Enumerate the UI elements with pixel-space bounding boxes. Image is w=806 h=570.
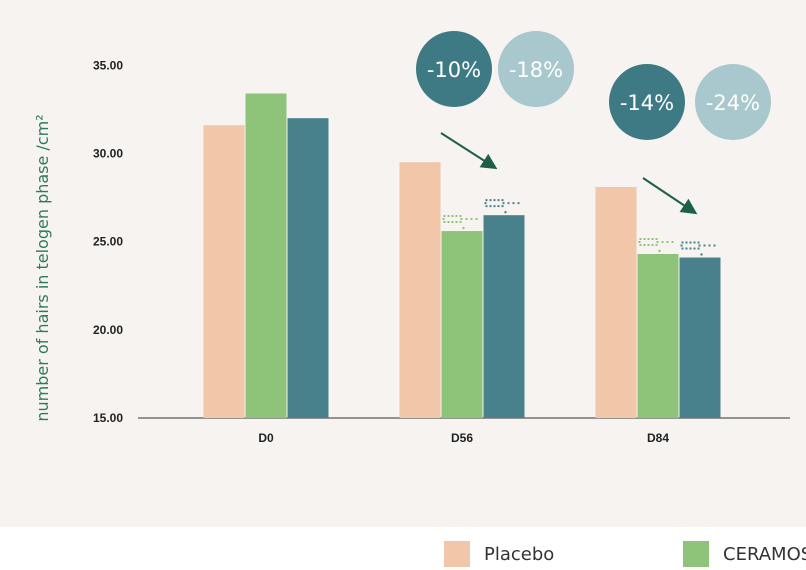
- significance-marker: [484, 199, 505, 208]
- y-tick-label: 15.00: [93, 411, 123, 425]
- significance-marker: [638, 237, 659, 246]
- trend-arrow: [440, 132, 498, 170]
- bar: [483, 215, 525, 418]
- percentage-bubble: [416, 31, 492, 107]
- significance-marker: [442, 215, 463, 224]
- legend-item-placebo: Placebo: [444, 540, 554, 568]
- trend-arrows: [440, 132, 698, 215]
- percentage-bubble: [695, 64, 771, 140]
- bar: [399, 162, 441, 418]
- significance-dot: [700, 253, 703, 256]
- legend-swatch-placebo: [444, 541, 470, 567]
- y-tick-label: 35.00: [93, 58, 123, 72]
- legend-swatch-ceramosides: [683, 541, 709, 567]
- y-tick-label: 25.00: [93, 235, 123, 249]
- x-tick-labels: D0 D56 D84: [258, 431, 669, 445]
- y-axis-label: number of hairs in telogen phase /cm²: [33, 114, 52, 421]
- significance-dot: [462, 226, 465, 230]
- bar: [203, 125, 245, 419]
- y-tick-label: 30.00: [93, 146, 123, 160]
- bar: [441, 231, 483, 418]
- x-tick-label: D0: [258, 431, 274, 445]
- significance-dot: [658, 249, 661, 253]
- legend-label-ceramosides: CERAMOS: [723, 543, 806, 565]
- legend-label-placebo: Placebo: [484, 543, 555, 565]
- bar: [595, 186, 637, 418]
- bars-group: [203, 93, 721, 419]
- percentage-label: -24%: [706, 91, 760, 115]
- y-tick-label: 20.00: [93, 323, 123, 337]
- bar: [287, 118, 329, 418]
- significance-markers: [442, 199, 718, 256]
- percentage-label: -18%: [509, 58, 563, 82]
- significance-marker: [680, 241, 701, 250]
- significance-dot: [504, 210, 507, 214]
- bar: [679, 257, 721, 418]
- percentage-bubble: [609, 64, 685, 140]
- percentage-bubbles: -10% -18% -14% -24%: [416, 31, 771, 140]
- x-tick-label: D84: [647, 431, 669, 445]
- y-tick-labels: 15.00 20.00 25.00 30.00 35.00: [93, 58, 123, 425]
- bar: [245, 93, 287, 418]
- percentage-label: -14%: [620, 91, 674, 115]
- bar: [637, 253, 679, 418]
- legend: Placebo CERAMOS: [0, 527, 806, 570]
- percentage-label: -10%: [427, 58, 481, 82]
- percentage-bubble: [498, 31, 574, 107]
- x-tick-label: D56: [451, 431, 473, 445]
- legend-item-ceramosides: CERAMOS: [683, 540, 806, 568]
- trend-arrow: [642, 177, 698, 215]
